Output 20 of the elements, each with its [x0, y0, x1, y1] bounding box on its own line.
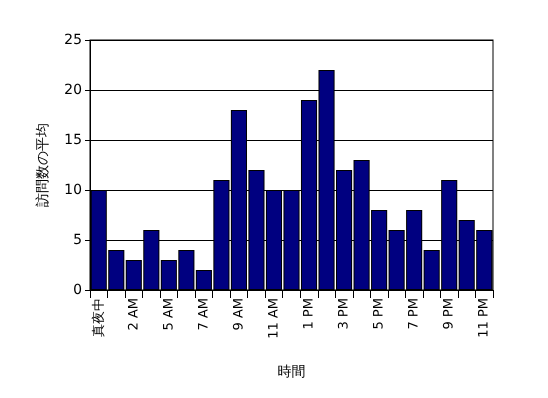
x-tick-label: 9 PM	[442, 298, 457, 330]
x-tick-label: 9 AM	[231, 298, 246, 331]
y-tick-label: 10	[64, 182, 82, 198]
y-tick-label: 15	[64, 132, 82, 148]
x-tick-label: 2 AM	[126, 298, 142, 331]
x-tick-label: 11 AM	[266, 298, 282, 339]
x-axis-title: 時間	[278, 364, 306, 380]
x-tick-label: 1 PM	[302, 298, 317, 330]
y-tick-label: 5	[73, 232, 82, 248]
y-tick-label: 0	[73, 282, 82, 298]
x-tick-label: 11 PM	[476, 298, 492, 338]
y-tick-label: 20	[64, 82, 82, 98]
x-tick-label: 7 AM	[196, 298, 212, 331]
y-tick-label: 25	[64, 32, 82, 48]
x-tick-label: 3 PM	[336, 298, 352, 330]
x-tick-label: 真夜中	[90, 298, 106, 337]
x-tick-label: 7 PM	[406, 298, 422, 330]
x-tick-label: 5 AM	[161, 298, 176, 331]
y-axis-title: 訪問数の平均	[35, 123, 51, 207]
x-tick-label: 5 PM	[372, 298, 387, 330]
